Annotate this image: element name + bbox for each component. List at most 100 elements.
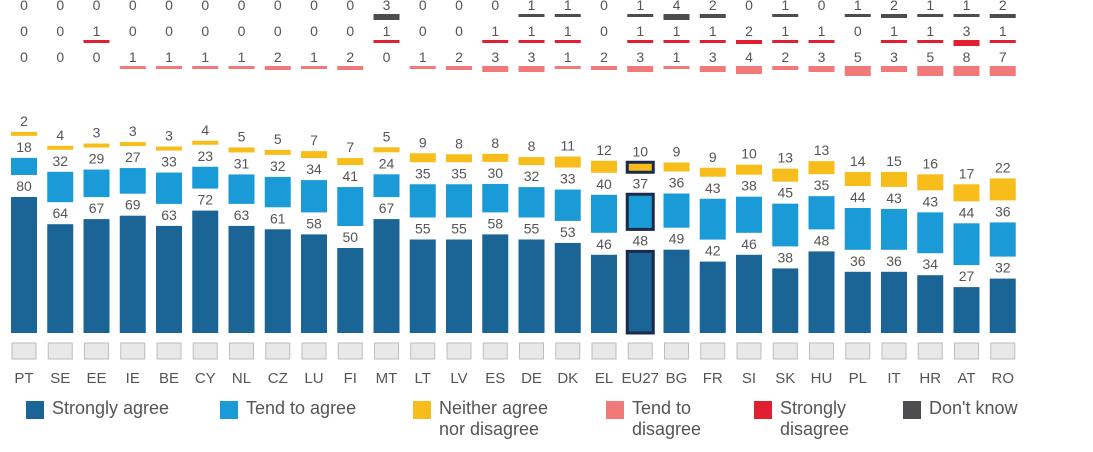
flag-lv-icon [446,342,472,360]
data-label-neither-lv: 8 [455,135,463,151]
bar-tend-to-disagreehr [917,66,944,76]
data-label-tend-to-agree-se: 32 [52,153,68,169]
bar-tend-to-disagreees [482,66,509,72]
data-label-neither-es: 8 [491,135,499,151]
bar-neither-mt [373,147,400,153]
data-label-strongly-agree-dk: 53 [560,224,576,240]
data-label-tend-to-disagreeee: 0 [93,49,101,65]
data-label-strongly-agree-hr: 34 [922,256,938,272]
flag-mt-icon [374,342,399,360]
tick-label-es: ES [485,370,505,387]
tick-label-mt: MT [376,370,398,387]
data-label-strongly-disagreebg: 1 [673,23,681,39]
data-label-tend-to-agree-nl: 31 [234,155,250,171]
bar-tend-to-disagreelv [446,66,472,70]
bar-strongly-disagreeeu27 [627,40,654,43]
data-label-don-t-knowse: 0 [56,0,64,13]
legend-item-4: Strongly disagree [754,398,930,440]
flag-cz-icon [265,342,291,360]
data-label-neither-se: 4 [56,127,64,143]
legend-item-5: Don't know [903,398,1079,419]
bar-neither-it [881,171,907,187]
bar-tend-to-agree-ie [119,168,146,194]
data-label-strongly-disagreehu: 1 [818,23,826,39]
data-label-don-t-knoweu27: 1 [636,0,644,13]
bar-tend-to-agree-lt [409,184,436,218]
bar-neither-be [156,146,182,151]
bar-tend-to-agree-fr [699,198,726,240]
bar-tend-to-disagreehu [808,66,835,72]
data-label-strongly-agree-sk: 38 [777,249,793,265]
bar-tend-to-disagreeeu27 [627,66,654,72]
data-label-tend-to-disagreelv: 2 [455,49,463,65]
data-label-strongly-disagreemt: 1 [383,23,391,39]
tick-label-el: EL [595,370,613,387]
legend-swatch [413,401,431,419]
bar-don-t-knowpl [844,14,871,17]
bar-neither-fi [337,158,364,166]
bar-tend-to-agree-se [47,171,74,203]
data-label-don-t-knowsi: 0 [745,0,753,13]
tick-label-ee: EE [86,370,106,387]
data-label-neither-fr: 9 [709,149,717,165]
flag-be-icon [156,342,182,360]
data-label-tend-to-disagreefi: 2 [346,49,354,65]
data-label-tend-to-disagreehr: 5 [926,49,934,65]
data-label-strongly-disagreedk: 1 [564,23,572,39]
data-label-tend-to-disagreesi: 4 [745,49,753,65]
bar-strongly-disagreede [518,40,545,43]
bar-strongly-disagreeit [881,40,907,43]
data-label-tend-to-agree-el: 40 [596,176,612,192]
data-label-don-t-knowes: 0 [491,0,499,13]
bar-tend-to-disagreeie [119,66,146,69]
bar-neither-hu [808,161,835,175]
tick-label-sk: SK [775,370,795,387]
bar-neither-lv [446,154,472,163]
data-label-strongly-agree-es: 58 [487,215,503,231]
data-label-neither-lt: 9 [419,134,427,150]
data-label-strongly-agree-ie: 69 [125,197,141,213]
data-label-neither-fi: 7 [346,139,354,155]
data-label-tend-to-disagreebg: 1 [673,49,681,65]
flag-de-icon [519,342,544,360]
data-label-neither-eu27: 10 [632,143,648,159]
data-label-strongly-agree-it: 36 [886,253,902,269]
data-label-tend-to-disagreefr: 3 [709,49,717,65]
bar-strongly-agree-cz [264,229,291,333]
bar-don-t-knowmt [373,14,400,20]
data-label-tend-to-disagreeat: 8 [963,49,971,65]
bar-tend-to-disagreede [518,66,545,72]
data-label-strongly-disagreesi: 2 [745,23,753,39]
tick-label-fi: FI [344,370,357,387]
flag-fr-icon [700,342,726,360]
bar-strongly-disagreehu [808,40,835,43]
tick-label-lv: LV [450,370,467,387]
bar-neither-si [736,164,762,175]
bar-don-t-knowat [953,14,980,17]
tick-label-ie: IE [126,370,140,387]
bar-tend-to-agree-fi [337,187,364,226]
bar-tend-to-agree-dk [554,189,581,221]
data-label-neither-ro: 22 [995,159,1011,175]
data-label-strongly-disagreelt: 0 [419,23,427,39]
bar-tend-to-disagreecy [192,66,219,69]
data-label-don-t-knowfi: 0 [346,0,354,13]
data-label-neither-at: 17 [959,165,975,181]
flag-eu27-icon [627,342,653,360]
legend-swatch [903,401,921,419]
flag-cy-icon [192,342,218,360]
bar-tend-to-disagreesk [772,66,799,70]
data-label-neither-dk: 11 [560,138,575,154]
data-label-strongly-agree-lv: 55 [451,221,467,237]
data-label-strongly-agree-cz: 61 [270,210,286,226]
legend-label: Don't know [929,398,1018,418]
bar-tend-to-agree-sk [772,203,799,247]
bar-neither-bg [663,162,690,172]
flag-ro-icon [990,342,1016,360]
data-label-don-t-knowsk: 1 [781,0,789,13]
data-label-tend-to-disagreelt: 1 [419,49,427,65]
data-label-strongly-disagreept: 0 [20,23,28,39]
data-label-tend-to-disagreebe: 1 [165,49,173,65]
data-label-tend-to-disagreeel: 2 [600,49,608,65]
bar-strongly-agree-lv [446,239,472,333]
